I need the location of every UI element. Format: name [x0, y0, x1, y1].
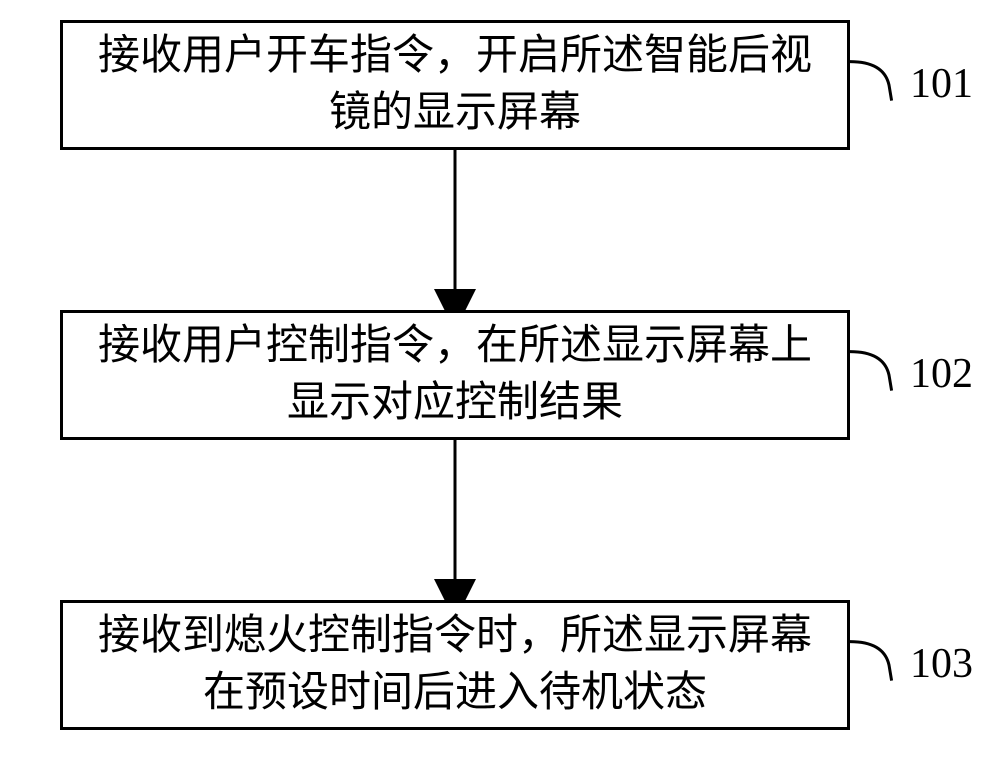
flowchart-step-label: 101: [910, 60, 973, 108]
flowchart-step-label: 102: [910, 350, 973, 398]
flowchart-node: 接收用户控制指令，在所述显示屏幕上显示对应控制结果: [60, 310, 850, 440]
flowchart-node: 接收用户开车指令，开启所述智能后视镜的显示屏幕: [60, 20, 850, 150]
flowchart-step-label: 103: [910, 640, 973, 688]
flowchart-node: 接收到熄火控制指令时，所述显示屏幕在预设时间后进入待机状态: [60, 600, 850, 730]
flowchart-node-text: 接收用户开车指令，开启所述智能后视镜的显示屏幕: [91, 28, 819, 141]
label-connector: [850, 62, 892, 101]
flowchart-node-text: 接收到熄火控制指令时，所述显示屏幕在预设时间后进入待机状态: [91, 608, 819, 721]
label-connector: [850, 352, 892, 391]
label-connector: [850, 642, 892, 681]
flowchart-canvas: 接收用户开车指令，开启所述智能后视镜的显示屏幕 101 接收用户控制指令，在所述显示…: [0, 0, 1000, 771]
flowchart-node-text: 接收用户控制指令，在所述显示屏幕上显示对应控制结果: [91, 318, 819, 431]
